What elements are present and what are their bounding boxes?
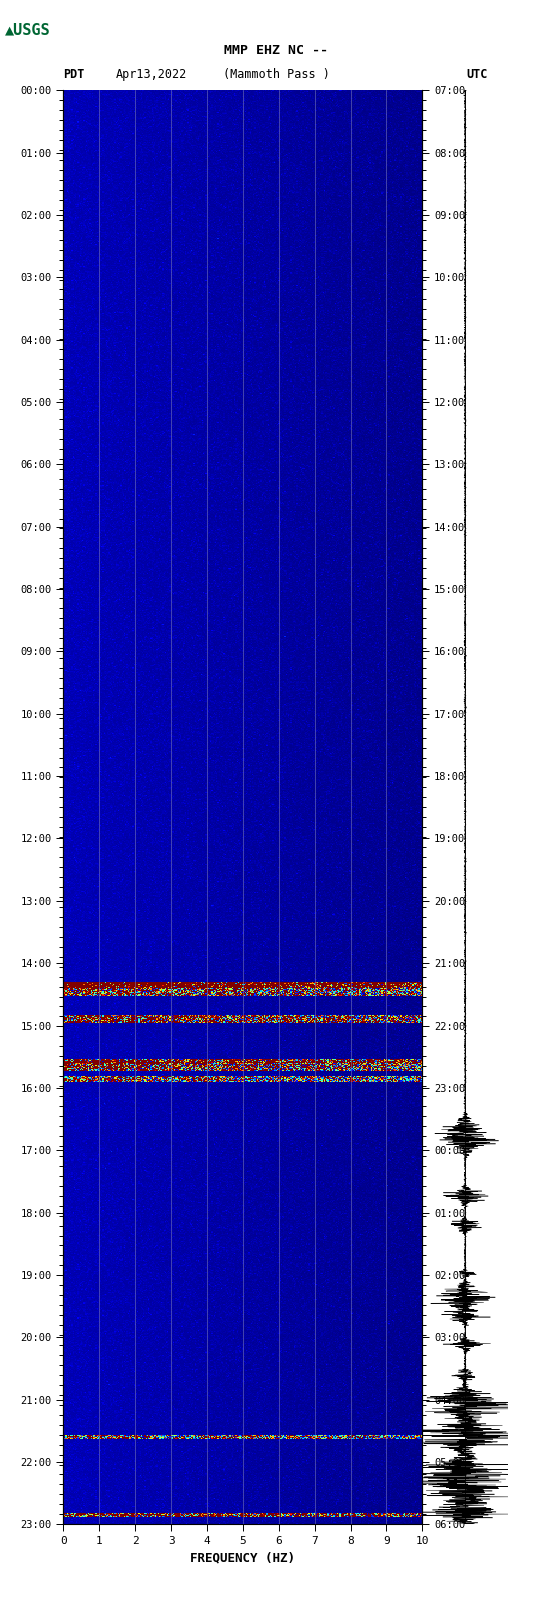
Text: PDT: PDT [63, 68, 85, 81]
Text: MMP EHZ NC --: MMP EHZ NC -- [224, 44, 328, 56]
Text: ▲USGS: ▲USGS [6, 23, 51, 37]
X-axis label: FREQUENCY (HZ): FREQUENCY (HZ) [190, 1552, 295, 1565]
Text: Apr13,2022: Apr13,2022 [116, 68, 187, 81]
Text: (Mammoth Pass ): (Mammoth Pass ) [222, 68, 330, 81]
Text: UTC: UTC [466, 68, 488, 81]
